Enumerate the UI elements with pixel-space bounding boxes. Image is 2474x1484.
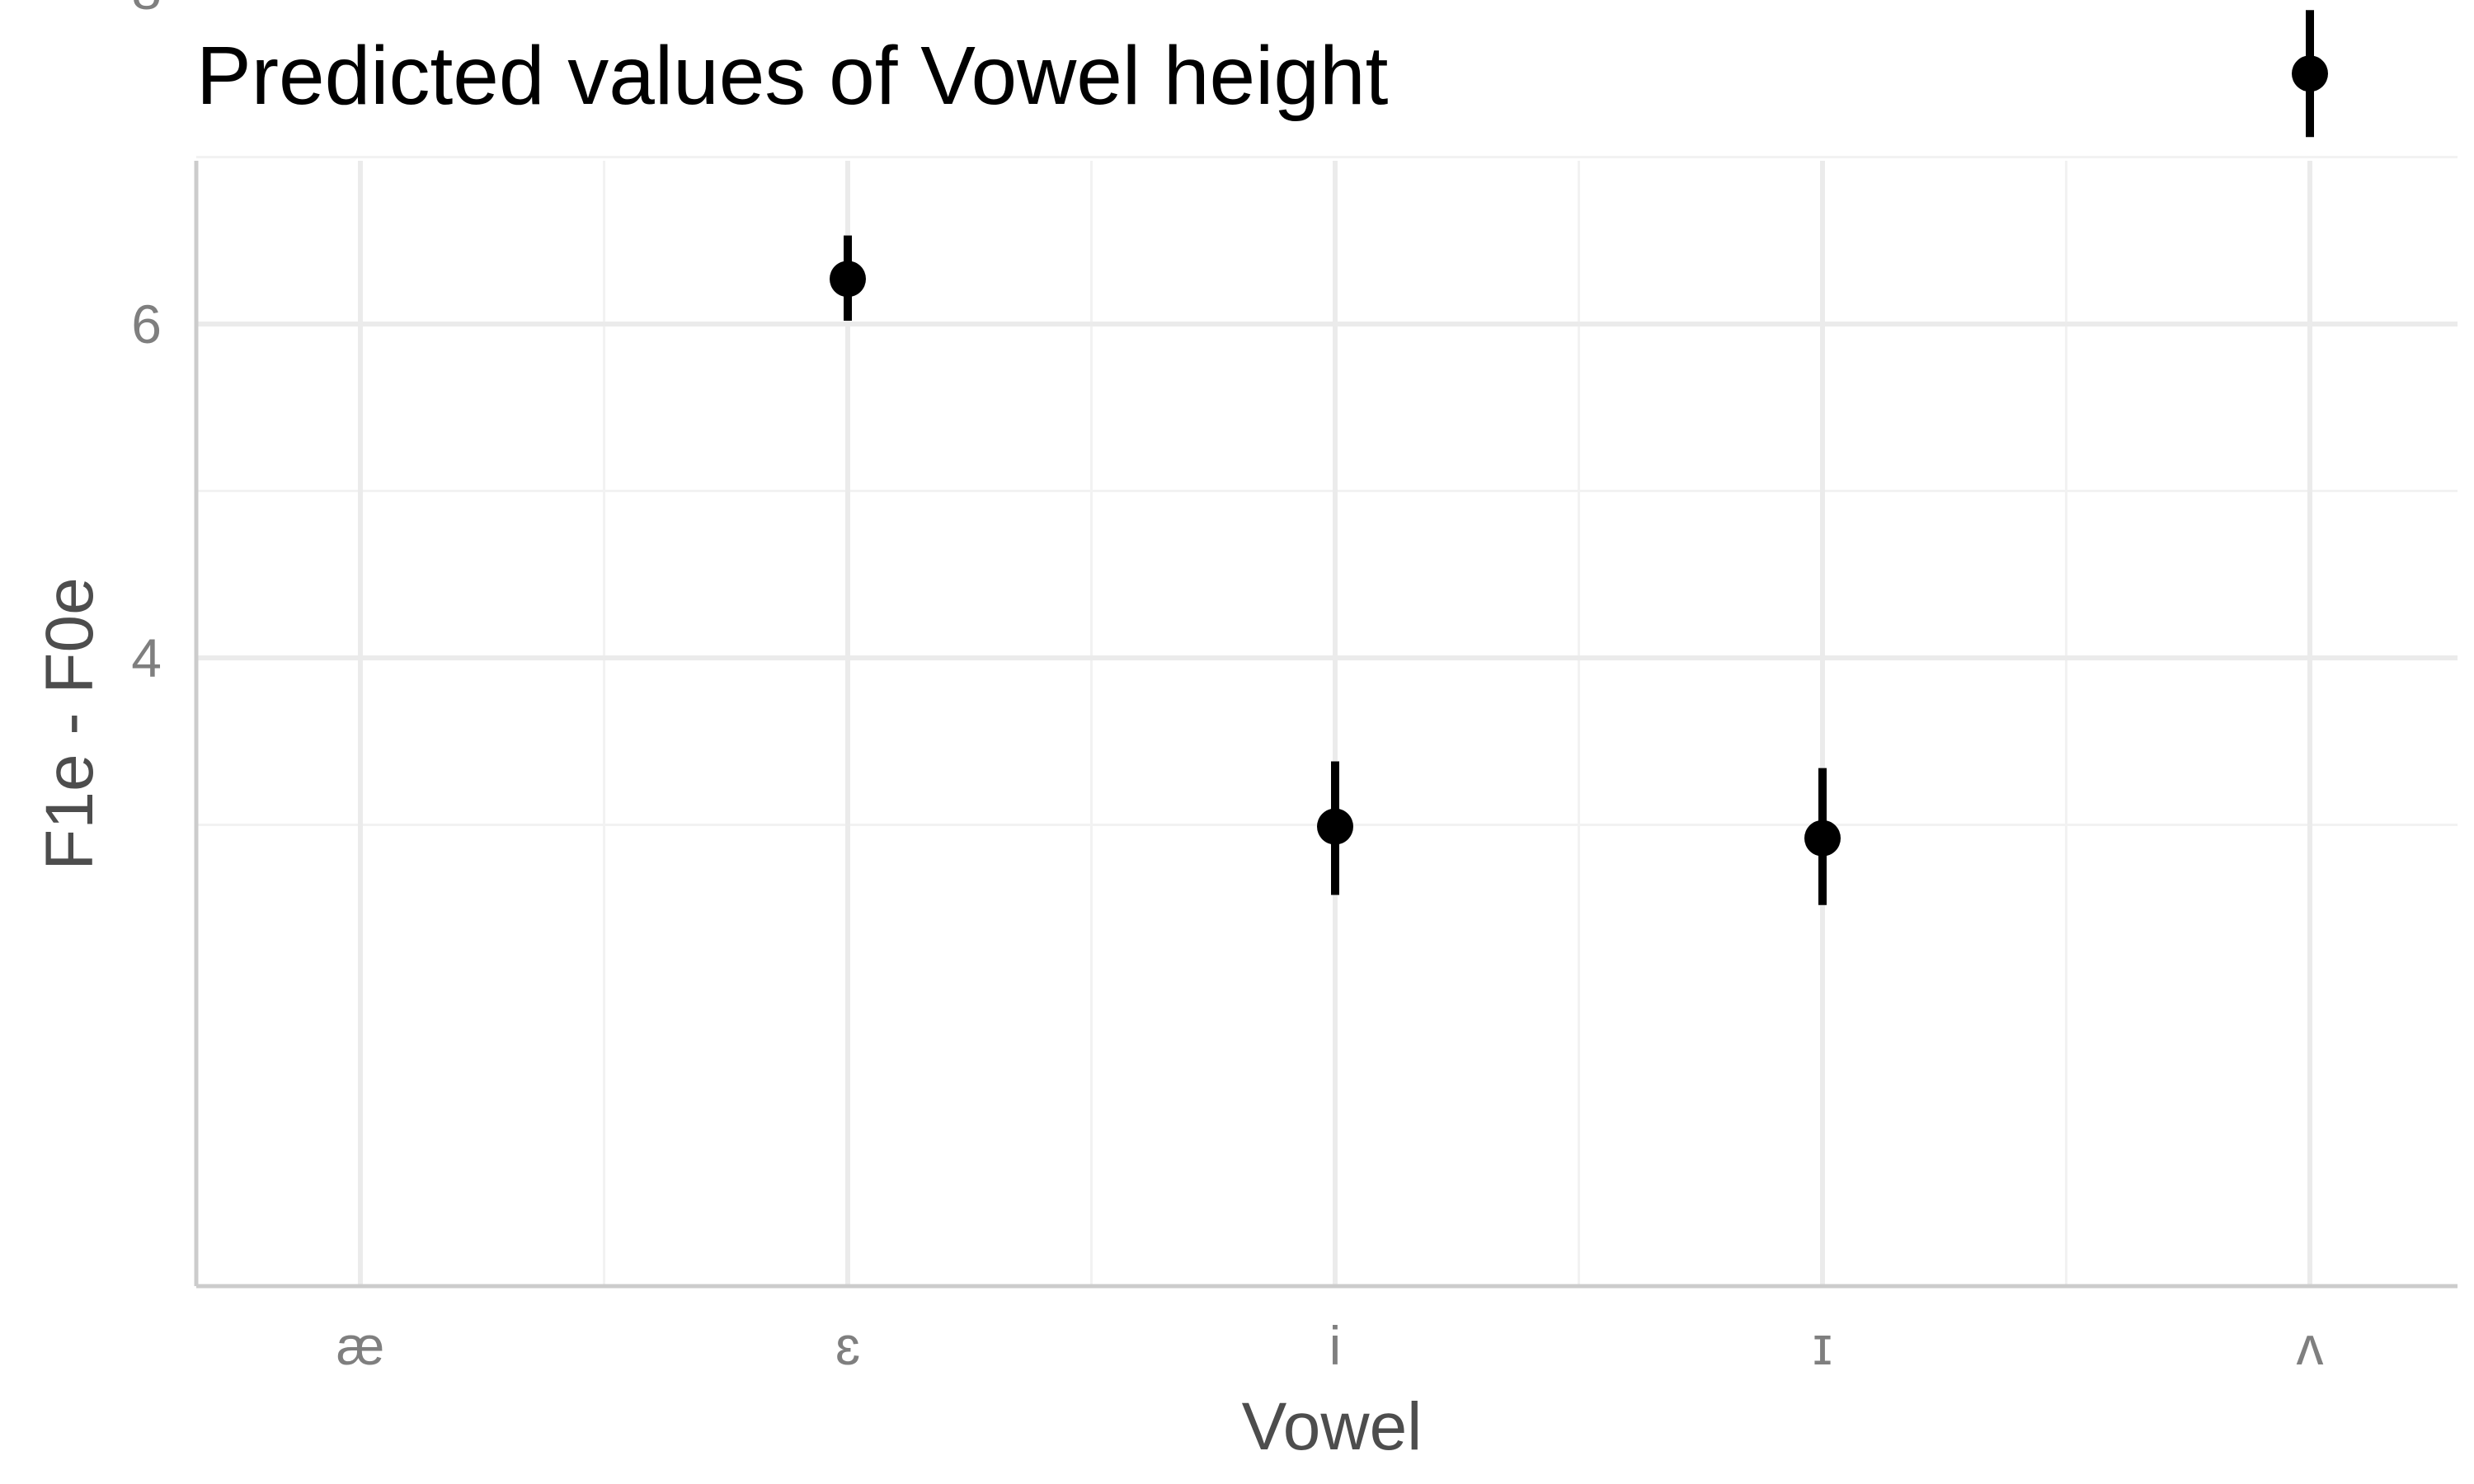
y-axis-title: F1e - F0e — [32, 577, 107, 870]
x-axis-title: Vowel — [1242, 1389, 1423, 1464]
y-tick-label: 4 — [131, 627, 162, 688]
x-tick-label: ʌ — [2297, 1315, 2324, 1376]
data-point — [1804, 819, 1841, 857]
x-tick-label: ɪ — [1813, 1315, 1832, 1376]
x-tick-label: ɛ — [835, 1315, 860, 1376]
y-tick-label: 8 — [131, 0, 162, 21]
data-points — [830, 10, 2328, 905]
x-tick-label: æ — [336, 1315, 385, 1376]
tick-labels: 4 6 8 æ ɛ i ɪ ʌ — [131, 0, 2323, 1376]
data-point — [1317, 808, 1353, 845]
grid-lines — [196, 156, 2458, 1286]
x-tick-label: i — [1329, 1315, 1342, 1376]
data-point — [2292, 55, 2328, 92]
data-point — [830, 261, 866, 298]
chart-title: Predicted values of Vowel height — [196, 30, 1389, 122]
y-tick-label: 6 — [131, 294, 162, 355]
axes — [194, 161, 2458, 1289]
